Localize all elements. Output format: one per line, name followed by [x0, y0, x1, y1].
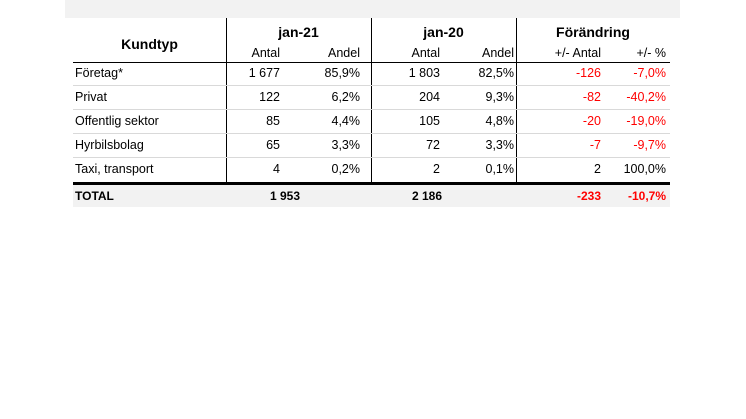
sub-change-pct: +/- % [636, 46, 666, 60]
andel-20: 82,5% [478, 66, 514, 80]
antal-20: 105 [419, 114, 440, 128]
andel-21: 3,3% [331, 138, 361, 152]
row-separator [73, 157, 670, 158]
change-pct: -19,0% [626, 114, 666, 128]
change-antal: 2 [594, 162, 601, 176]
table-row: Företag* 1 677 85,9% 1 803 82,5% -126 -7,0% [73, 62, 670, 86]
row-label: Offentlig sektor [75, 114, 159, 128]
andel-21: 4,4% [331, 114, 361, 128]
header-row-groups: Kundtyp jan-21 jan-20 Förändring [73, 18, 670, 52]
group-jan20: jan-20 [423, 24, 464, 40]
antal-21: 122 [259, 90, 280, 104]
table-row: Hyrbilsbolag 65 3,3% 72 3,3% -7 -9,7% [73, 134, 670, 158]
antal-21: 65 [266, 138, 280, 152]
group-change: Förändring [556, 24, 630, 40]
total-change-pct: -10,7% [627, 189, 666, 203]
row-separator [73, 133, 670, 134]
antal-21: 4 [273, 162, 280, 176]
row-label: Privat [75, 90, 107, 104]
kundtyp-header: Kundtyp [121, 36, 178, 52]
andel-21: 85,9% [324, 66, 360, 80]
row-separator [73, 109, 670, 110]
andel-21: 0,2% [331, 162, 361, 176]
header-underline [73, 62, 670, 63]
sub-andel-21: Andel [328, 46, 360, 60]
antal-20: 72 [426, 138, 440, 152]
andel-20: 0,1% [485, 162, 515, 176]
customer-type-table: Kundtyp jan-21 jan-20 Förändring Antal A… [73, 18, 670, 207]
antal-20: 2 [433, 162, 440, 176]
total-antal-21: 1 953 [269, 189, 300, 203]
group-jan21: jan-21 [278, 24, 319, 40]
table-row: Privat 122 6,2% 204 9,3% -82 -40,2% [73, 86, 670, 110]
antal-20: 204 [419, 90, 440, 104]
change-pct: -9,7% [633, 138, 666, 152]
sub-andel-20: Andel [482, 46, 514, 60]
sub-antal-21: Antal [251, 46, 281, 60]
sub-antal-20: Antal [411, 46, 441, 60]
total-row: TOTAL 1 953 2 186 -233 -10,7% [73, 182, 670, 207]
table-row: Taxi, transport 4 0,2% 2 0,1% 2 100,0% [73, 158, 670, 182]
divider-jan21 [226, 18, 227, 207]
table-row: Offentlig sektor 85 4,4% 105 4,8% -20 -19,0% [73, 110, 670, 134]
total-change-antal: -233 [576, 189, 601, 203]
change-pct: -7,0% [633, 66, 666, 80]
andel-21: 6,2% [331, 90, 361, 104]
change-antal: -126 [575, 66, 601, 80]
row-separator [73, 85, 670, 86]
total-label: TOTAL [75, 189, 114, 203]
andel-20: 3,3% [485, 138, 515, 152]
divider-jan20 [371, 18, 372, 207]
change-antal: -7 [589, 138, 601, 152]
change-pct: -40,2% [626, 90, 666, 104]
change-antal: -82 [582, 90, 601, 104]
antal-21: 85 [266, 114, 280, 128]
change-pct: 100,0% [623, 162, 666, 176]
row-label: Företag* [75, 66, 123, 80]
total-antal-20: 2 186 [411, 189, 442, 203]
antal-20: 1 803 [408, 66, 440, 80]
header-row-sub: Antal Andel Antal Andel +/- Antal +/- % [73, 46, 670, 62]
antal-21: 1 677 [248, 66, 280, 80]
row-label: Hyrbilsbolag [75, 138, 144, 152]
andel-20: 9,3% [485, 90, 515, 104]
sub-change-antal: +/- Antal [554, 46, 601, 60]
andel-20: 4,8% [485, 114, 515, 128]
divider-change [516, 18, 517, 207]
change-antal: -20 [582, 114, 601, 128]
row-label: Taxi, transport [75, 162, 154, 176]
header-band [65, 0, 680, 18]
